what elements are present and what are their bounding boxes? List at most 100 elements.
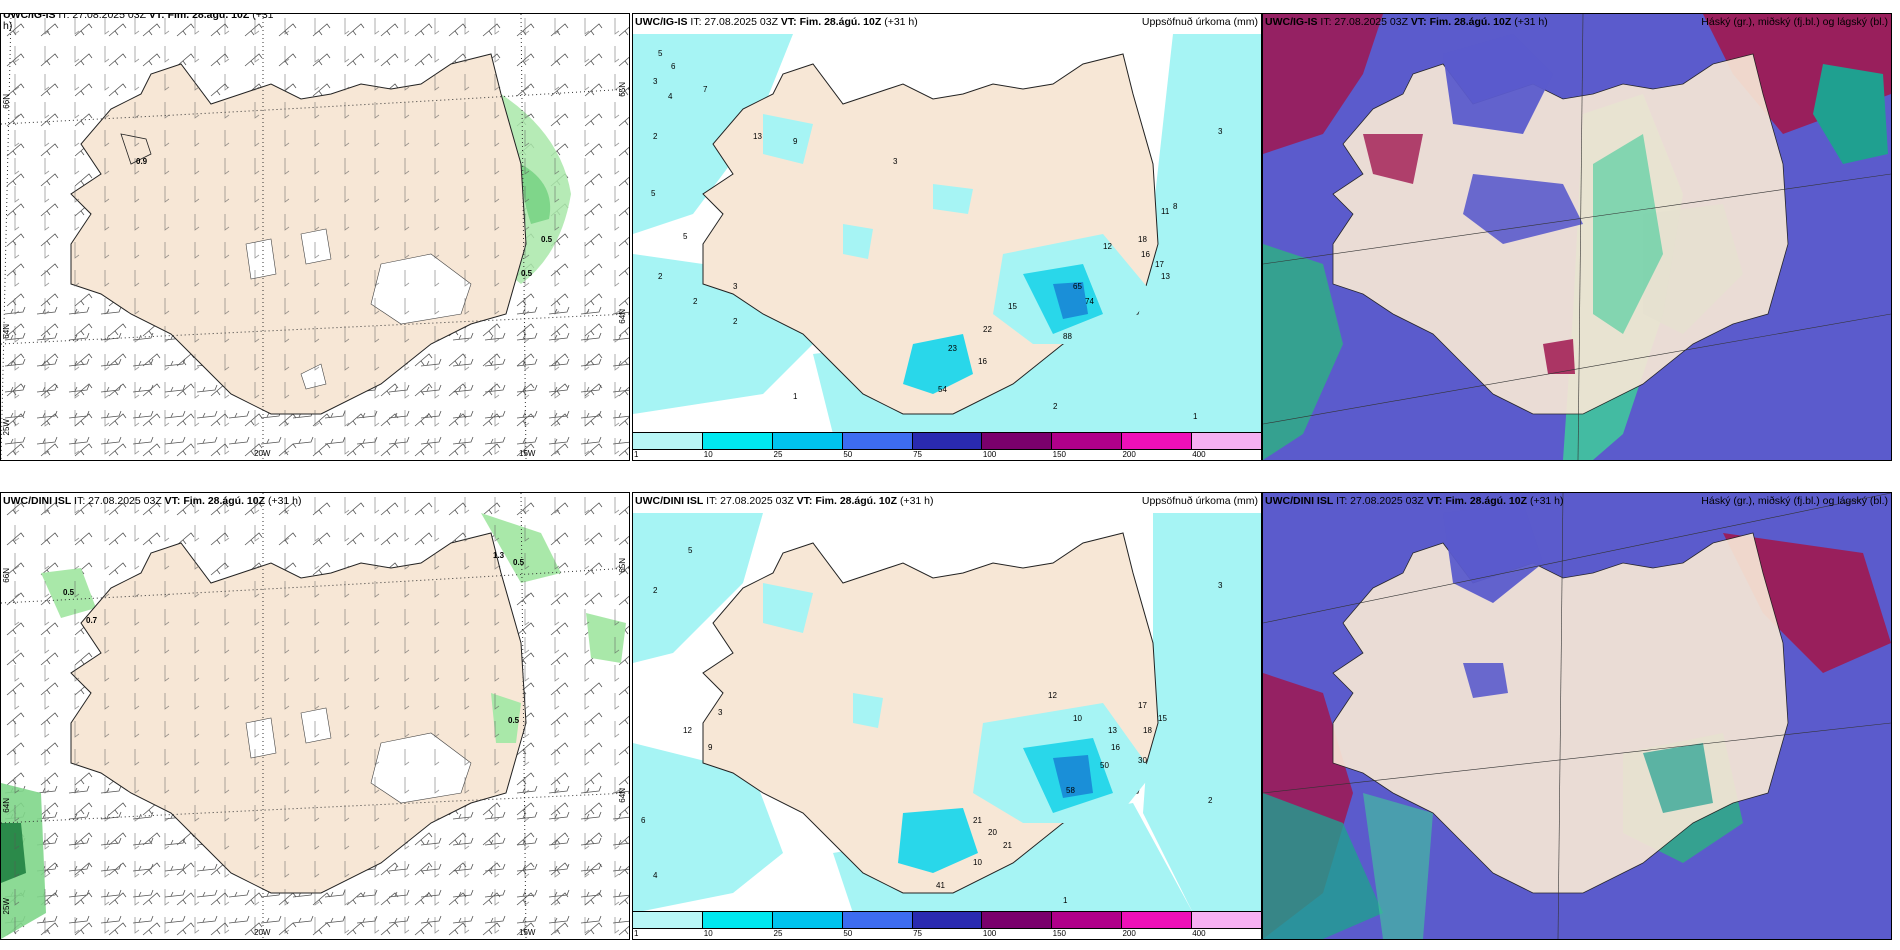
- svg-text:30: 30: [1138, 756, 1147, 765]
- svg-text:58: 58: [1066, 786, 1075, 795]
- colorbar-cell: [1192, 433, 1261, 449]
- svg-text:41: 41: [936, 881, 945, 890]
- colorbar-tick: 200: [1122, 450, 1136, 459]
- lat-label: 64N: [2, 798, 11, 813]
- wind-map-bottom: 0.5 0.7 1.3 0.5 0.5: [1, 493, 629, 939]
- contour-label: 0.5: [521, 269, 533, 278]
- svg-text:18: 18: [1143, 726, 1152, 735]
- svg-text:21: 21: [1003, 841, 1012, 850]
- colorbar-cell: [1052, 433, 1123, 449]
- svg-text:3: 3: [718, 708, 723, 717]
- colorbar-tick: 50: [843, 929, 853, 938]
- colorbar-cell: [772, 912, 843, 928]
- svg-text:2: 2: [1208, 796, 1213, 805]
- colorbar-cell: [842, 433, 913, 449]
- colorbar-tick: 100: [982, 450, 997, 459]
- svg-text:16: 16: [978, 357, 987, 366]
- colorbar-tick: 75: [913, 929, 923, 938]
- panel-header: UWC/IG-IS IT: 27.08.2025 03Z VT: Fim. 28…: [1265, 16, 1548, 28]
- panel-top-mid-precip: 5 6 3 4 7 13 2 9 5 5 2 3 2 2 1 3 23 16 2…: [632, 13, 1262, 461]
- svg-text:54: 54: [938, 385, 947, 394]
- svg-text:4: 4: [653, 871, 658, 880]
- svg-text:12: 12: [1048, 691, 1057, 700]
- panel-top-right-clouds: UWC/IG-IS IT: 27.08.2025 03Z VT: Fim. 28…: [1262, 13, 1892, 461]
- svg-text:16: 16: [1111, 743, 1120, 752]
- panel-bot-left-wind: 0.5 0.7 1.3 0.5 0.5 UWC/DINI ISL IT: 27.…: [0, 492, 630, 940]
- colorbar-tick: 1: [634, 450, 639, 459]
- contour-label: 0.5: [63, 588, 75, 597]
- colorbar-cell: [633, 433, 703, 449]
- colorbar-tick: 150: [1052, 450, 1067, 459]
- panel-header: UWC/IG-IS IT: 27.08.2025 03Z VT: Fim. 28…: [635, 16, 918, 28]
- lat-label: 64N: [618, 788, 627, 803]
- svg-text:1: 1: [1193, 412, 1198, 421]
- colorbar-cell: [1192, 912, 1261, 928]
- panel-bot-right-clouds: UWC/DINI ISL IT: 27.08.2025 03Z VT: Fim.…: [1262, 492, 1892, 940]
- colorbar-cell: [842, 912, 913, 928]
- svg-text:74: 74: [1085, 297, 1094, 306]
- colorbar-tick: 10: [703, 450, 713, 459]
- svg-text:5: 5: [658, 49, 663, 58]
- svg-text:17: 17: [1138, 701, 1147, 710]
- colorbar-cell: [1122, 912, 1193, 928]
- colorbar-cell: [912, 433, 983, 449]
- svg-text:8: 8: [1173, 202, 1178, 211]
- colorbar-cell: [633, 912, 703, 928]
- lon-label: 20W: [254, 928, 271, 937]
- svg-text:2: 2: [1053, 402, 1058, 411]
- svg-text:2: 2: [733, 317, 738, 326]
- svg-text:50: 50: [1100, 761, 1109, 770]
- svg-text:17: 17: [1155, 260, 1164, 269]
- colorbar-tick: 75: [913, 450, 923, 459]
- colorbar-cell: [1122, 433, 1193, 449]
- panel-top-left-wind: 0.9 0.5 0.5 UWC/IG-IS IT: 27.08.2025 03Z…: [0, 13, 630, 461]
- svg-text:13: 13: [753, 132, 762, 141]
- svg-text:6: 6: [671, 62, 676, 71]
- contour-label: 0.7: [86, 616, 98, 625]
- svg-text:4: 4: [668, 92, 673, 101]
- colorbar-tick: 400: [1192, 450, 1206, 459]
- lat-label: 65N: [618, 558, 627, 573]
- precip-values: 5 6 3 4 7 13 2 9 5 5 2 3 2 2 1 3 23 16 2…: [651, 49, 1223, 421]
- svg-text:15: 15: [1158, 714, 1167, 723]
- svg-text:22: 22: [983, 325, 992, 334]
- svg-text:10: 10: [973, 858, 982, 867]
- colorbar-cell: [772, 433, 843, 449]
- svg-text:11: 11: [1161, 207, 1170, 216]
- colorbar-cell: [702, 433, 773, 449]
- panel-subtitle: Uppsöfnuð úrkoma (mm): [1141, 16, 1258, 28]
- svg-text:15: 15: [1008, 302, 1017, 311]
- cloud-map-bottom: [1263, 493, 1891, 939]
- lat-label: 25W: [2, 419, 11, 436]
- wind-map-top: 0.9 0.5 0.5: [1, 14, 629, 460]
- colorbar-tick: 400: [1192, 929, 1206, 938]
- svg-text:3: 3: [893, 157, 898, 166]
- svg-text:9: 9: [708, 743, 713, 752]
- svg-text:7: 7: [703, 85, 708, 94]
- svg-text:12: 12: [1103, 242, 1112, 251]
- svg-text:9: 9: [793, 137, 798, 146]
- colorbar-cell: [982, 433, 1053, 449]
- lat-label: 65N: [618, 82, 627, 97]
- contour-label: 1.3: [493, 551, 505, 560]
- svg-text:2: 2: [653, 132, 658, 141]
- colorbar-tick: 200: [1122, 929, 1136, 938]
- colorbar-cell: [982, 912, 1053, 928]
- colorbar: 1 10 25 50 75 100 150 200 400: [633, 432, 1261, 460]
- precip-map-bottom: 5 2 6 12 9 3 4 21 20 21 10 12 10 13 16 1…: [633, 513, 1261, 913]
- colorbar: 1 10 25 50 75 100 150 200 400: [633, 911, 1261, 939]
- svg-text:21: 21: [973, 816, 982, 825]
- panel-header: UWC/DINI ISL IT: 27.08.2025 03Z VT: Fim.…: [3, 495, 302, 507]
- contour-label: 0.5: [508, 716, 520, 725]
- colorbar-tick: 25: [773, 450, 783, 459]
- svg-text:2: 2: [653, 586, 658, 595]
- svg-text:6: 6: [641, 816, 646, 825]
- svg-text:5: 5: [683, 232, 688, 241]
- panel-subtitle: Uppsöfnuð úrkoma (mm): [1141, 495, 1258, 507]
- lon-label: 15W: [519, 449, 536, 458]
- svg-text:20: 20: [988, 828, 997, 837]
- colorbar-tick: 10: [703, 929, 713, 938]
- colorbar-tick: 100: [982, 929, 997, 938]
- lat-label: 66N: [2, 94, 11, 109]
- iceland-land: [1332, 53, 1789, 415]
